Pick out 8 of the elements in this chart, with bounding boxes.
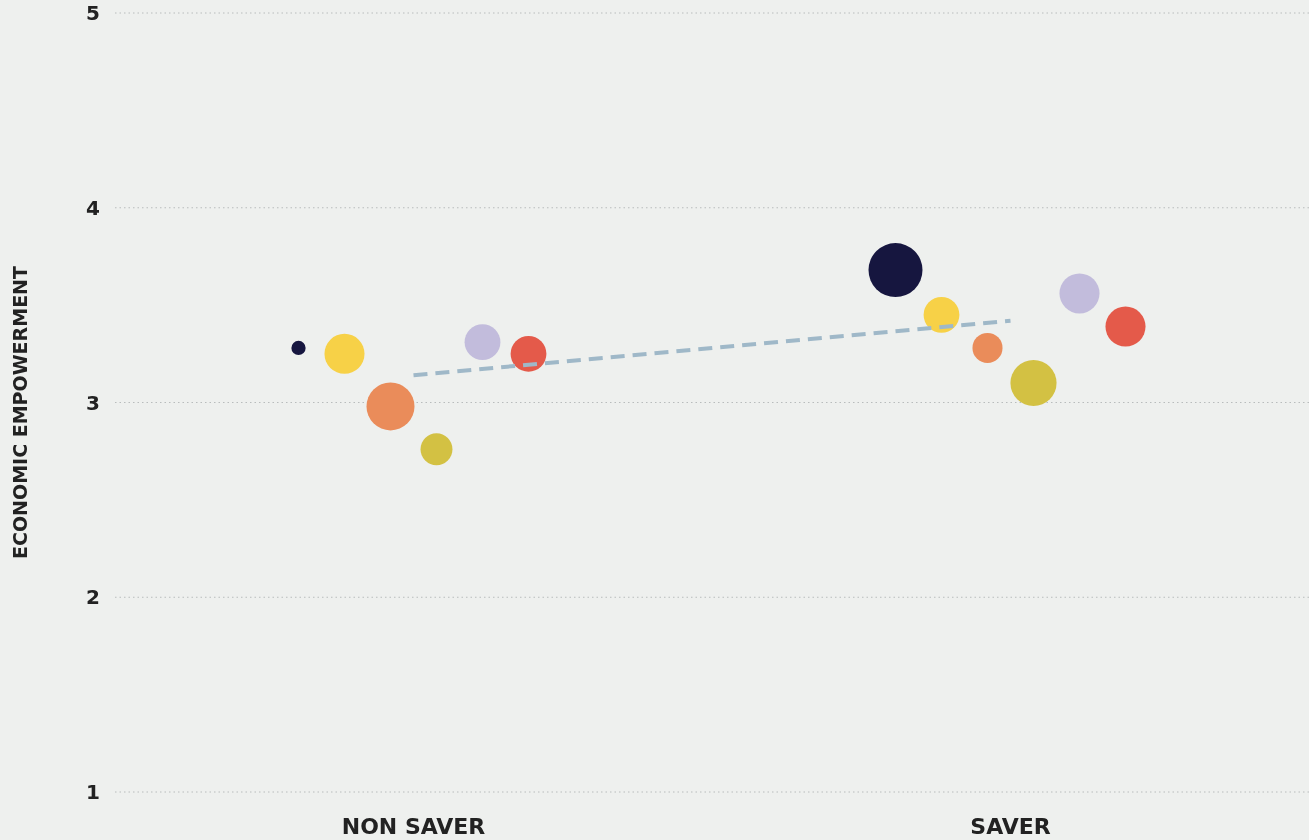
x-tick-label: SAVER <box>970 814 1051 839</box>
y-tick-label: 3 <box>86 390 100 415</box>
y-axis-title: ECONOMIC EMPOWERMENT <box>9 266 31 559</box>
y-tick-label: 5 <box>86 1 100 25</box>
y-tick-label: 4 <box>86 195 100 220</box>
y-tick-label: 1 <box>86 780 100 804</box>
x-tick-label: NON SAVER <box>341 814 486 839</box>
y-tick-label: 2 <box>86 585 100 610</box>
